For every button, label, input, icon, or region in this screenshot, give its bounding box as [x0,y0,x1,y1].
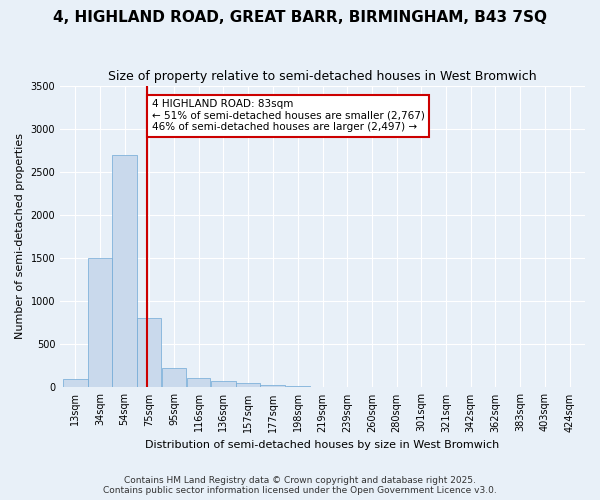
Bar [112,154,137,388]
Bar [286,386,310,388]
Text: Contains HM Land Registry data © Crown copyright and database right 2025.
Contai: Contains HM Land Registry data © Crown c… [103,476,497,495]
Bar [63,379,88,388]
Bar [187,378,211,388]
Bar [88,258,112,388]
Bar [211,380,236,388]
Bar [260,385,285,388]
Text: 4 HIGHLAND ROAD: 83sqm
← 51% of semi-detached houses are smaller (2,767)
46% of : 4 HIGHLAND ROAD: 83sqm ← 51% of semi-det… [152,99,425,132]
Bar [236,383,260,388]
X-axis label: Distribution of semi-detached houses by size in West Bromwich: Distribution of semi-detached houses by … [145,440,500,450]
Title: Size of property relative to semi-detached houses in West Bromwich: Size of property relative to semi-detach… [108,70,537,83]
Y-axis label: Number of semi-detached properties: Number of semi-detached properties [15,134,25,340]
Text: 4, HIGHLAND ROAD, GREAT BARR, BIRMINGHAM, B43 7SQ: 4, HIGHLAND ROAD, GREAT BARR, BIRMINGHAM… [53,10,547,25]
Bar [161,368,187,388]
Bar [137,318,161,388]
